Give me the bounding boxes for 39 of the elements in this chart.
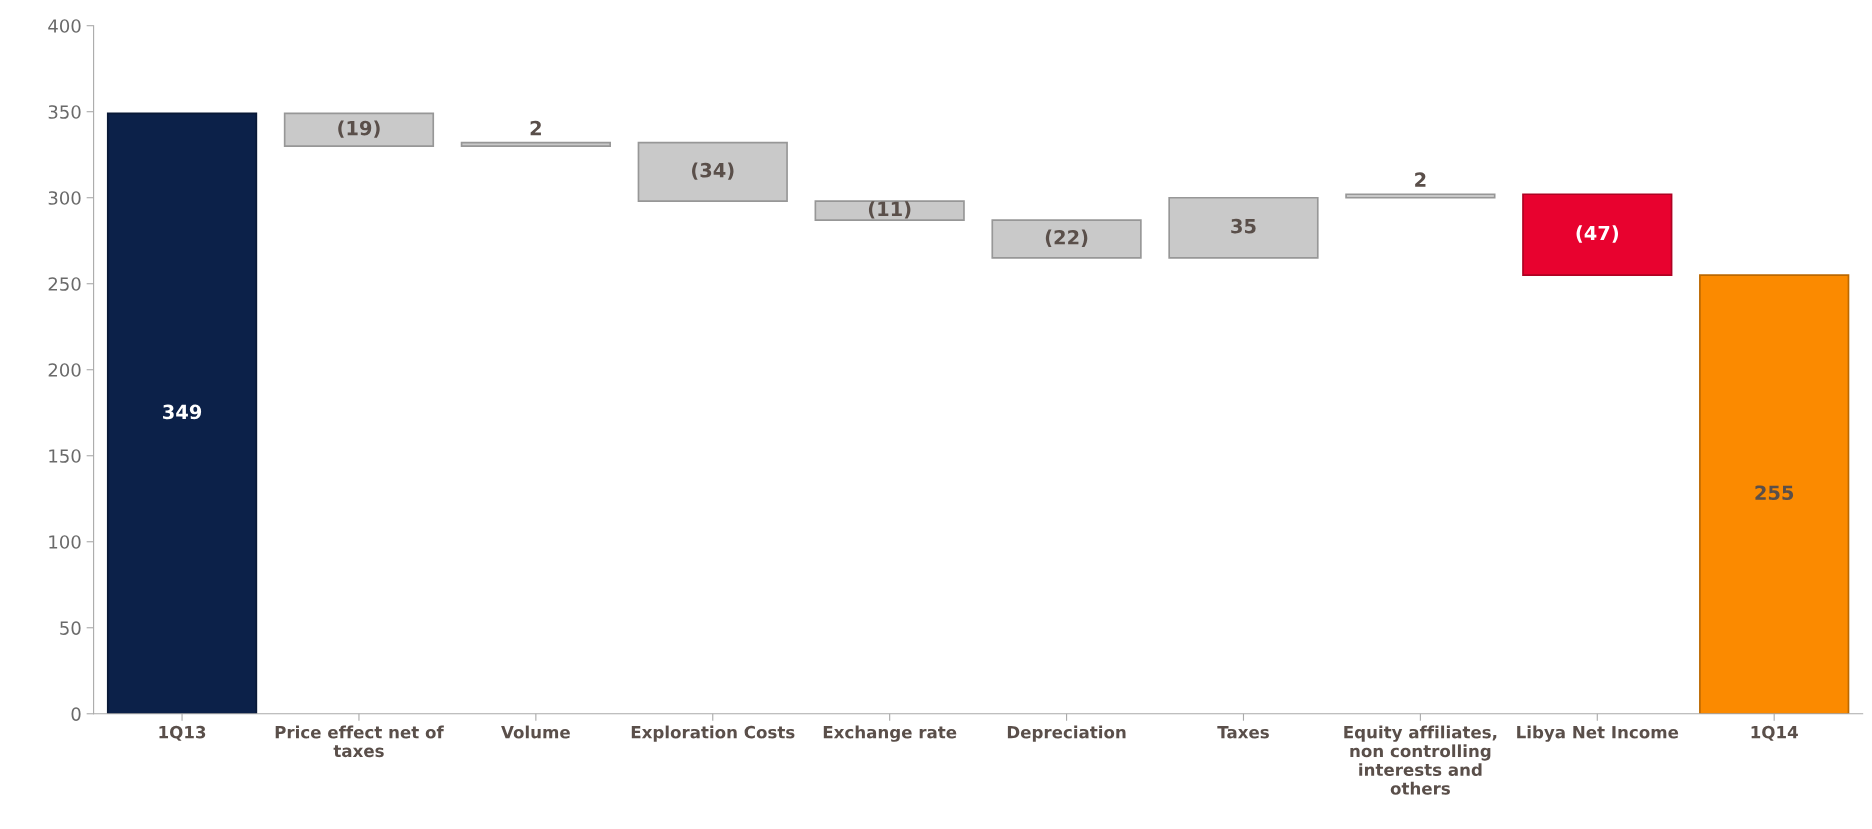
y-tick-label: 200: [48, 363, 81, 377]
data-label: 2: [1415, 172, 1426, 187]
x-tick-label: Exchange rate: [823, 725, 957, 742]
y-tick-label: 100: [49, 535, 81, 549]
y-tick-label: 0: [71, 707, 81, 721]
bar: [1168, 196, 1319, 259]
bar: [814, 200, 965, 221]
bar: [1522, 193, 1673, 276]
x-tick-label: Exploration Costs: [631, 725, 795, 742]
bar: [460, 141, 611, 147]
bar: [1699, 274, 1850, 714]
bar: [106, 112, 258, 714]
x-tick-label: Libya Net Income: [1517, 725, 1679, 742]
x-tick-label: Price effect net of taxes: [275, 725, 444, 758]
data-label: 2: [530, 120, 541, 136]
x-tick-label: 1Q14: [1751, 725, 1798, 741]
bar: [637, 141, 788, 202]
x-tick-label: 1Q13: [159, 725, 206, 741]
data-label: (19): [338, 120, 380, 138]
data-label: (11): [868, 201, 911, 219]
x-tick-label: Taxes: [1217, 726, 1269, 739]
data-label: (22): [1045, 229, 1088, 247]
data-label: (47): [1576, 225, 1619, 243]
bar: [991, 219, 1142, 259]
x-tick-label: Volume: [501, 725, 570, 739]
y-tick-label: 350: [48, 105, 81, 119]
y-tick-label: 250: [48, 277, 81, 291]
y-tick-label: 400: [48, 19, 81, 33]
data-label: (34): [692, 162, 734, 180]
data-label: 349: [163, 404, 202, 420]
y-tick-label: 50: [60, 621, 81, 635]
bar: [283, 112, 435, 147]
y-tick-label: 300: [48, 191, 81, 205]
data-label: 255: [1755, 485, 1794, 501]
x-tick-label: Depreciation: [1007, 725, 1126, 742]
x-tick-label: Equity affiliates, non controlling interests and others: [1344, 725, 1497, 795]
data-label: 35: [1231, 218, 1256, 234]
bar: [1345, 193, 1496, 199]
y-tick-label: 150: [49, 449, 81, 463]
